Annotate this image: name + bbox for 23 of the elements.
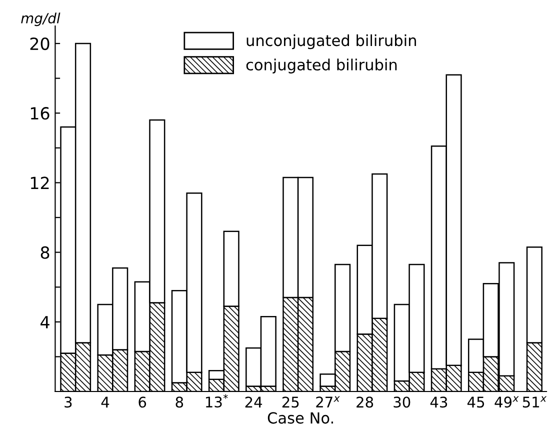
y-tick-label: 4 xyxy=(40,316,50,328)
x-tick-label: 4 xyxy=(101,396,110,408)
legend-label: conjugated bilirubin xyxy=(246,58,397,74)
x-tick-label: 8 xyxy=(176,396,184,408)
x-tick-label: 49$^{x}$ xyxy=(494,396,519,408)
x-tick-label: 30 xyxy=(394,396,410,408)
x-tick-label: 27$^{x}$ xyxy=(316,396,340,408)
x-tick-label: 43 xyxy=(430,396,448,408)
y-tick-label: 8 xyxy=(40,246,50,259)
x-tick-label: 45 xyxy=(467,396,484,408)
x-tick-label: 51$^{x}$ xyxy=(522,396,547,408)
y-axis-title: mg/dl xyxy=(21,12,60,26)
y-tick-label: 12 xyxy=(30,176,49,190)
x-tick-label: 3 xyxy=(64,396,72,408)
x-axis-title: Case No. xyxy=(268,412,333,424)
legend-label: unconjugated bilirubin xyxy=(246,34,416,50)
x-tick-label: 24 xyxy=(245,396,262,408)
y-tick-label: 16 xyxy=(30,107,50,120)
x-tick-label: 6 xyxy=(138,396,146,408)
x-tick-label: 25 xyxy=(282,396,299,408)
y-tick-label: 20 xyxy=(30,37,50,50)
x-tick-label: 28 xyxy=(356,396,374,408)
x-tick-label: 13$^{*}$ xyxy=(206,394,228,408)
